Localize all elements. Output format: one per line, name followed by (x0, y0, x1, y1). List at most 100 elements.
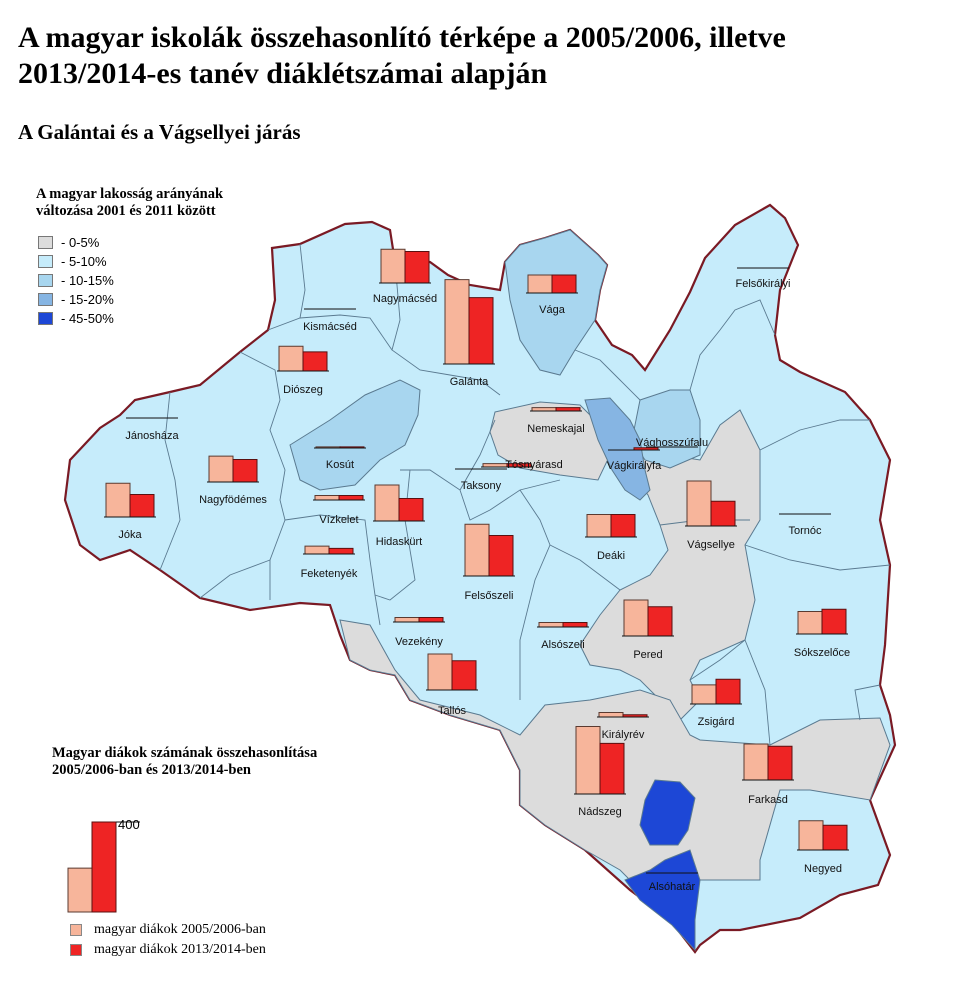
legend-label: - 45-50% (61, 310, 114, 326)
legend-swatch (38, 254, 53, 268)
bar-2013-5 (468, 297, 494, 365)
town-label-3: Vága (539, 304, 566, 316)
town-label-17: Vágsellye (687, 539, 735, 551)
legend-label: - 0-5% (61, 234, 100, 250)
town-label-23: Vezekény (395, 636, 443, 648)
bar-2005-25 (797, 611, 823, 635)
bar-2013-23 (418, 617, 444, 623)
town-label-7: Kosút (326, 459, 354, 471)
legend-swatch (70, 924, 82, 936)
town-label-19: Deáki (597, 550, 625, 562)
bar-2013-27 (715, 678, 741, 705)
town-label-25: Sókszelőce (794, 647, 850, 659)
bar-2005-1 (380, 248, 406, 284)
town-label-15: Vízkelet (319, 514, 358, 526)
legend-swatch (38, 235, 53, 249)
legend-item-10-15: - 10-15% (38, 272, 114, 288)
bar-2005-22 (538, 622, 564, 628)
legend-swatch (38, 273, 53, 287)
town-label-32: Negyed (804, 863, 842, 875)
bar-2013-22 (562, 622, 588, 628)
legend-series-2005: magyar diákok 2005/2006-ban (70, 922, 266, 938)
legend-item-45-50: - 45-50% (38, 310, 114, 326)
bar-2005-27 (691, 684, 717, 705)
legend-item-0-5: - 0-5% (38, 234, 99, 250)
map-subtitle: A Galántai és a Vágsellyei járás (18, 120, 301, 144)
region-kosut (289, 379, 421, 491)
bar-2013-17 (710, 500, 736, 527)
town-label-12: Taksony (461, 480, 502, 492)
town-label-0: Felsőkirályi (735, 278, 790, 290)
town-label-2: Kismácséd (303, 321, 357, 333)
town-label-28: Királyrév (602, 729, 645, 741)
town-label-26: Tallós (438, 705, 467, 717)
town-label-30: Farkasd (748, 794, 788, 806)
legend-series-label: magyar diákok 2013/2014-ben (94, 942, 266, 957)
legend-label: - 15-20% (61, 291, 114, 307)
bar-2013-30 (767, 745, 793, 781)
town-label-14: Jóka (118, 529, 142, 541)
legend-series-2013: magyar diákok 2013/2014-ben (70, 942, 266, 958)
bar-2013-32 (822, 824, 848, 851)
bar-2013-20 (328, 547, 354, 555)
bar-2005-17 (686, 480, 712, 527)
bar-2013-15 (338, 495, 364, 501)
legend-swatch (38, 292, 53, 306)
bar-2005-23 (394, 617, 420, 623)
bar-2005-26 (427, 653, 453, 691)
legend-item-5-10: - 5-10% (38, 253, 107, 269)
legend-scale-bar-2005 (67, 867, 93, 913)
town-label-27: Zsigárd (698, 716, 735, 728)
region-vagkiralyfa (584, 397, 651, 501)
town-label-16: Hidaskürt (376, 536, 422, 548)
bar-2005-5 (444, 279, 470, 365)
bar-2005-30 (743, 743, 769, 781)
town-label-5: Galánta (450, 376, 489, 388)
bar-2005-19 (586, 514, 612, 538)
town-label-8: Nemeskajal (527, 423, 584, 435)
bar-2013-14 (129, 494, 155, 518)
town-label-31: Alsóhatár (649, 881, 696, 893)
bar-2013-8 (555, 407, 581, 412)
town-label-9: Vághosszúfalu (636, 437, 708, 449)
bar-2013-26 (451, 660, 477, 691)
bar-2013-29 (599, 742, 625, 795)
town-markers: Felsőkirályi Nagymácséd Kismácséd Vága Diósz… (104, 248, 850, 893)
bar-2005-29 (575, 726, 601, 795)
legend-change-title: A magyar lakosság arányának változása 20… (36, 186, 223, 220)
legend-label: - 5-10% (61, 253, 107, 269)
bar-2013-16 (398, 498, 424, 522)
town-label-6: Jánosháza (125, 430, 179, 442)
region-gray-nemeskajal (489, 401, 611, 481)
bar-2013-24 (647, 606, 673, 637)
town-label-1: Nagymácséd (373, 293, 437, 305)
bar-2005-20 (304, 545, 330, 555)
legend-students-title-line1: Magyar diákok számának összehasonlítása (52, 745, 318, 761)
bar-2005-4 (278, 345, 304, 372)
legend-change-title-line1: A magyar lakosság arányának (36, 186, 224, 202)
bar-2005-14 (105, 482, 131, 518)
legend-students-title: Magyar diákok számának összehasonlítása … (52, 745, 317, 779)
bar-2005-21 (464, 523, 490, 577)
legend-swatch (38, 311, 53, 325)
bar-2005-13 (208, 455, 234, 483)
legend-swatch (70, 944, 82, 956)
map-title: A magyar iskolák összehasonlító térképe … (18, 21, 786, 90)
town-label-13: Nagyfödémes (199, 494, 267, 506)
region-alsohatar (624, 779, 701, 952)
legend-series-label: magyar diákok 2005/2006-ban (94, 922, 266, 937)
bar-2005-8 (531, 407, 557, 412)
bar-2005-15 (314, 495, 340, 501)
bar-2013-21 (488, 535, 514, 577)
bar-2013-4 (302, 351, 328, 372)
town-label-24: Pered (633, 649, 662, 661)
legend-change-title-line2: változása 2001 és 2011 között (36, 203, 216, 219)
town-label-20: Feketenyék (301, 568, 358, 580)
town-label-10: Vágkirályfa (607, 460, 662, 472)
region-vaga (504, 229, 608, 376)
bar-2005-24 (623, 599, 649, 637)
town-label-29: Nádszeg (578, 806, 621, 818)
bar-2013-13 (232, 459, 258, 483)
legend-label: - 10-15% (61, 272, 114, 288)
